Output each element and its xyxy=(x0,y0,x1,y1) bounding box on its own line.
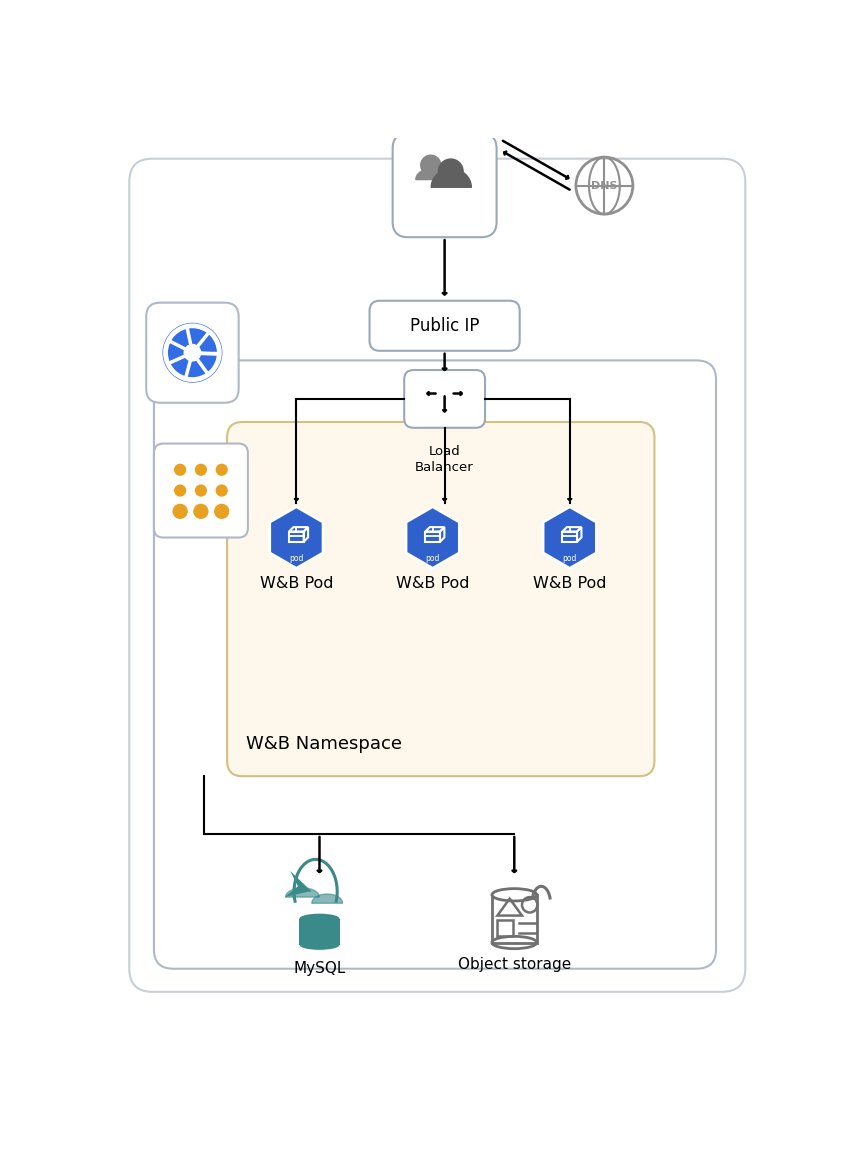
Text: pod: pod xyxy=(425,554,440,563)
Bar xyxy=(299,932,339,944)
Polygon shape xyxy=(269,507,322,569)
Bar xyxy=(299,919,339,932)
FancyBboxPatch shape xyxy=(154,444,247,538)
FancyBboxPatch shape xyxy=(227,422,653,777)
Text: DNS: DNS xyxy=(591,180,617,191)
FancyBboxPatch shape xyxy=(392,133,496,237)
Circle shape xyxy=(438,159,463,184)
Polygon shape xyxy=(284,871,311,897)
FancyBboxPatch shape xyxy=(146,302,238,403)
FancyBboxPatch shape xyxy=(154,361,715,969)
FancyBboxPatch shape xyxy=(369,301,519,350)
Circle shape xyxy=(175,485,186,496)
Circle shape xyxy=(163,324,221,381)
Text: MySQL: MySQL xyxy=(293,962,345,977)
Text: W&B Namespace: W&B Namespace xyxy=(246,735,402,753)
Polygon shape xyxy=(543,507,596,569)
Bar xyxy=(289,532,303,541)
Circle shape xyxy=(184,345,200,361)
Text: pod: pod xyxy=(289,554,303,563)
Circle shape xyxy=(216,485,227,496)
Text: W&B Pod: W&B Pod xyxy=(533,576,606,592)
Bar xyxy=(425,532,440,541)
Polygon shape xyxy=(405,507,459,569)
Circle shape xyxy=(214,504,229,518)
Circle shape xyxy=(173,504,187,518)
Text: Object storage: Object storage xyxy=(457,957,571,972)
Text: pod: pod xyxy=(562,554,576,563)
Polygon shape xyxy=(285,888,319,897)
Bar xyxy=(491,895,536,942)
Circle shape xyxy=(175,464,186,476)
Polygon shape xyxy=(311,894,342,903)
Text: Load
Balancer: Load Balancer xyxy=(414,445,473,475)
Circle shape xyxy=(420,155,441,176)
Circle shape xyxy=(216,464,227,476)
Ellipse shape xyxy=(299,927,339,936)
Ellipse shape xyxy=(299,913,339,924)
Ellipse shape xyxy=(491,888,536,901)
FancyBboxPatch shape xyxy=(129,159,744,992)
Text: W&B Pod: W&B Pod xyxy=(259,576,333,592)
Circle shape xyxy=(195,485,206,496)
FancyBboxPatch shape xyxy=(403,370,484,427)
Bar xyxy=(497,920,512,935)
Text: Public IP: Public IP xyxy=(409,317,479,334)
Circle shape xyxy=(194,504,208,518)
Text: W&B Pod: W&B Pod xyxy=(396,576,469,592)
Ellipse shape xyxy=(299,940,339,950)
Bar xyxy=(562,532,576,541)
Circle shape xyxy=(195,464,206,476)
